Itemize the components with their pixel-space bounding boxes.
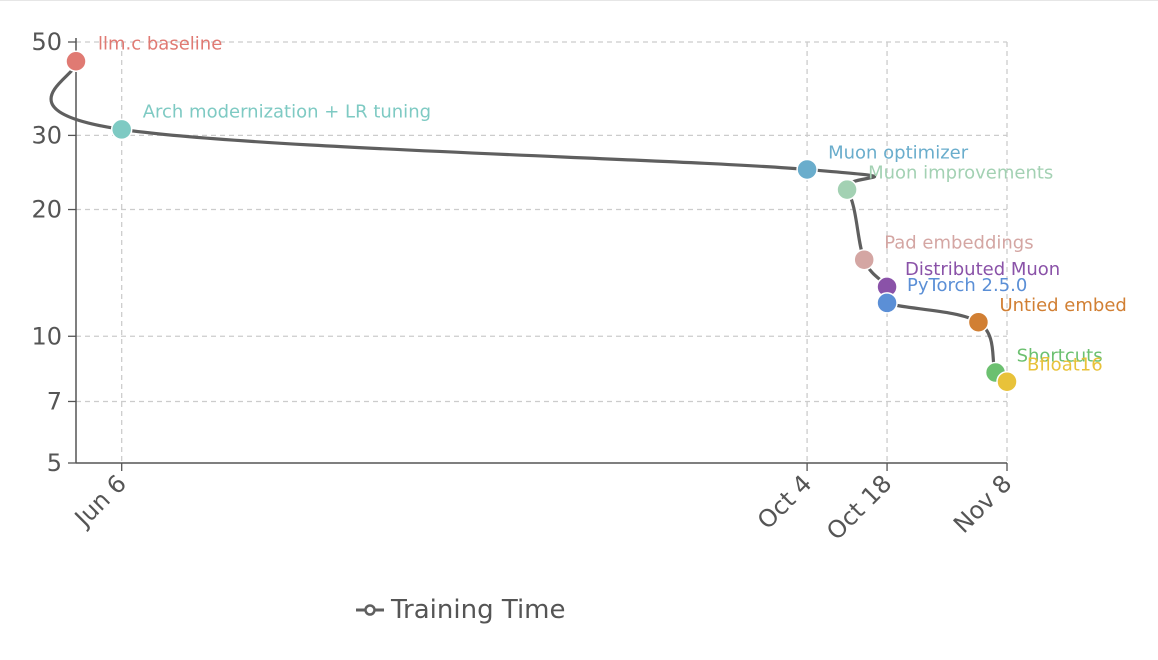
point-label: Distributed Muon [905,259,1060,280]
data-point [853,248,875,271]
line-chart: llm.c baseline Arch modernization + LR tu… [31,28,1127,546]
legend[interactable]: Training Time [355,590,565,630]
axes [68,38,1008,471]
x-tick-label: Oct 4 [752,469,817,534]
point-label: Shortcuts [1017,346,1103,367]
point-label: Muon improvements [868,163,1053,184]
point-label: llm.c baseline [98,33,222,54]
point-label: Bfloat16 [1027,355,1103,376]
y-tick-label: 5 [47,449,62,477]
data-point [967,311,990,333]
legend-label: Training Time [391,595,566,625]
x-tick-label: Nov 8 [948,469,1017,538]
y-tick-label: 10 [31,322,62,350]
point-label: PyTorch 2.5.0 [907,275,1027,296]
data-point [996,370,1018,393]
y-tick-label: 7 [47,387,62,415]
y-tick-label: 50 [31,28,62,56]
point-labels: llm.c baseline Arch modernization + LR tu… [98,33,1127,375]
data-point [876,292,898,314]
data-point [110,118,133,141]
point-label: Pad embeddings [884,233,1033,254]
point-label: Arch modernization + LR tuning [143,101,431,122]
point-label: Untied embed [999,295,1126,316]
data-point [65,50,87,73]
data-points [65,50,1018,393]
y-tick-label: 20 [31,196,62,224]
data-point [796,158,818,181]
x-tick-label: Oct 18 [821,469,897,545]
grid-lines [76,41,1008,463]
x-tick-label: Jun 6 [68,469,132,533]
top-border [0,0,1158,1]
point-label: Muon optimizer [828,142,969,163]
data-point [836,178,858,201]
legend-line-marker-icon [356,604,384,616]
y-tick-label: 30 [31,121,62,149]
